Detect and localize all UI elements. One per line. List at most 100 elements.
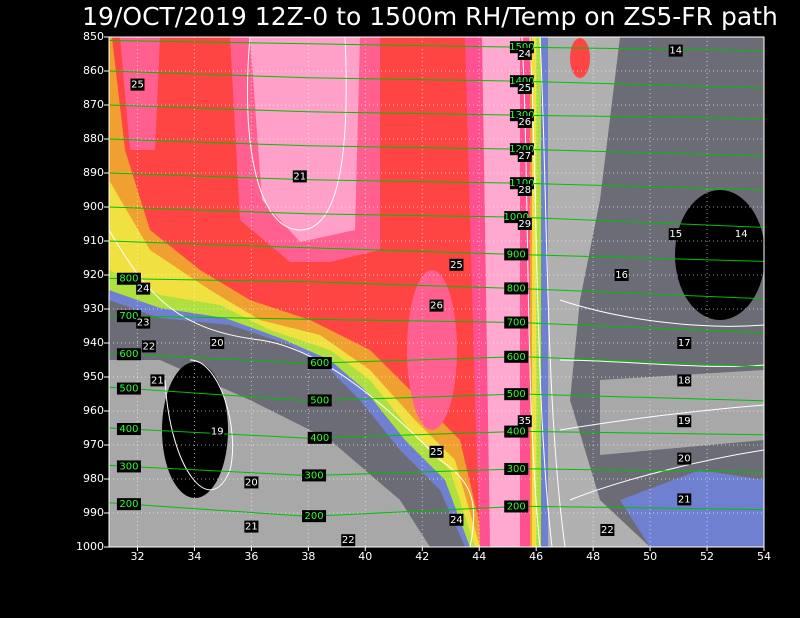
y-tick-label: 920 (83, 268, 104, 281)
temp-label: 21 (245, 522, 258, 533)
height-contour (109, 39, 764, 52)
x-tick-label: 36 (244, 550, 258, 563)
temp-label-box (449, 258, 464, 271)
height-contour (109, 104, 764, 120)
height-contour (109, 206, 764, 228)
height-label: 1000 (504, 212, 529, 223)
height-contour (109, 172, 764, 191)
x-tick-label: 46 (529, 550, 543, 563)
height-label-box (504, 248, 529, 261)
height-label: 1300 (509, 110, 534, 121)
x-tick-label: 48 (586, 550, 600, 563)
temp-contour (529, 37, 553, 547)
temp-label: 14 (669, 46, 682, 57)
temp-label-box (677, 337, 692, 349)
height-label: 400 (507, 427, 526, 438)
temp-label: 21 (151, 375, 164, 386)
fill-red (570, 38, 590, 78)
x-tick-label: 32 (130, 550, 144, 563)
plot-frame (108, 36, 765, 548)
y-tick-label: 860 (83, 64, 104, 77)
height-contour (109, 464, 764, 477)
height-label-box (116, 382, 141, 395)
temp-contour (521, 37, 541, 547)
height-label: 200 (304, 511, 323, 522)
y-tick-label: 980 (83, 472, 104, 485)
height-label-box (302, 469, 327, 482)
temp-label-box (600, 524, 615, 536)
height-label: 500 (119, 384, 138, 395)
y-tick-label: 870 (83, 98, 104, 111)
temp-label: 18 (678, 375, 691, 386)
temp-label-box (517, 116, 532, 128)
height-label: 600 (310, 358, 329, 369)
temp-label: 22 (342, 535, 355, 546)
x-tick-label: 40 (358, 550, 372, 563)
height-label-box (504, 425, 529, 438)
temp-label: 20 (678, 454, 691, 465)
y-tick-label: 890 (83, 166, 104, 179)
temp-label-box (244, 520, 259, 533)
height-label: 300 (304, 470, 323, 481)
temp-label: 19 (678, 416, 691, 427)
y-tick-label: 910 (83, 234, 104, 247)
temp-label-box (517, 218, 532, 230)
temp-contour (559, 404, 764, 431)
height-contour (109, 240, 764, 262)
temp-label: 24 (137, 284, 150, 295)
temp-label-box (341, 534, 356, 547)
y-tick-label: 1000 (76, 540, 104, 553)
temp-label-box (130, 78, 145, 91)
temp-label: 29 (518, 219, 531, 230)
height-label: 200 (507, 501, 526, 512)
temp-label: 28 (518, 185, 531, 196)
temp-label-box (210, 425, 225, 438)
temp-label-box (734, 228, 749, 241)
fill-pink (407, 270, 457, 430)
y-tick-label: 960 (83, 404, 104, 417)
temp-label-box (614, 269, 629, 281)
fill-light-pink (482, 37, 520, 547)
fill-pink (120, 37, 160, 150)
fill-light (545, 37, 650, 547)
height-label-box (116, 423, 141, 436)
y-tick-label: 930 (83, 302, 104, 315)
temp-label-box (517, 82, 532, 94)
temp-contours (109, 37, 764, 547)
height-label: 500 (507, 389, 526, 400)
temp-label: 19 (211, 426, 224, 437)
y-tick-label: 940 (83, 336, 104, 349)
temp-label: 20 (245, 477, 258, 488)
temp-label: 23 (137, 318, 150, 329)
x-tick-label: 42 (415, 550, 429, 563)
temp-label: 17 (678, 338, 691, 349)
temp-label-box (677, 493, 692, 506)
height-contour (109, 427, 764, 439)
temp-label-box (244, 476, 259, 489)
temp-label-box (677, 374, 692, 387)
x-tick-label: 50 (643, 550, 657, 563)
height-contour (109, 502, 764, 517)
height-label-box (504, 388, 529, 401)
y-tick-label: 990 (83, 506, 104, 519)
temp-label: 21 (678, 494, 691, 505)
temp-label: 26 (430, 301, 443, 312)
temp-label-box (292, 170, 307, 183)
y-tick-label: 950 (83, 370, 104, 383)
temp-contour (164, 359, 234, 491)
temp-label: 24 (450, 515, 463, 526)
temp-label-box (150, 374, 165, 387)
height-label: 1100 (509, 178, 534, 189)
x-tick-label: 52 (700, 550, 714, 563)
y-tick-label: 850 (83, 30, 104, 43)
height-label: 400 (119, 424, 138, 435)
temp-label: 14 (735, 229, 748, 240)
height-label-box (504, 316, 529, 329)
height-label: 200 (119, 499, 138, 510)
height-label-box (302, 510, 327, 523)
height-label: 700 (119, 311, 138, 322)
height-label: 600 (119, 349, 138, 360)
temp-label-box (517, 48, 532, 60)
height-label-box (307, 357, 332, 370)
height-label: 300 (119, 461, 138, 472)
